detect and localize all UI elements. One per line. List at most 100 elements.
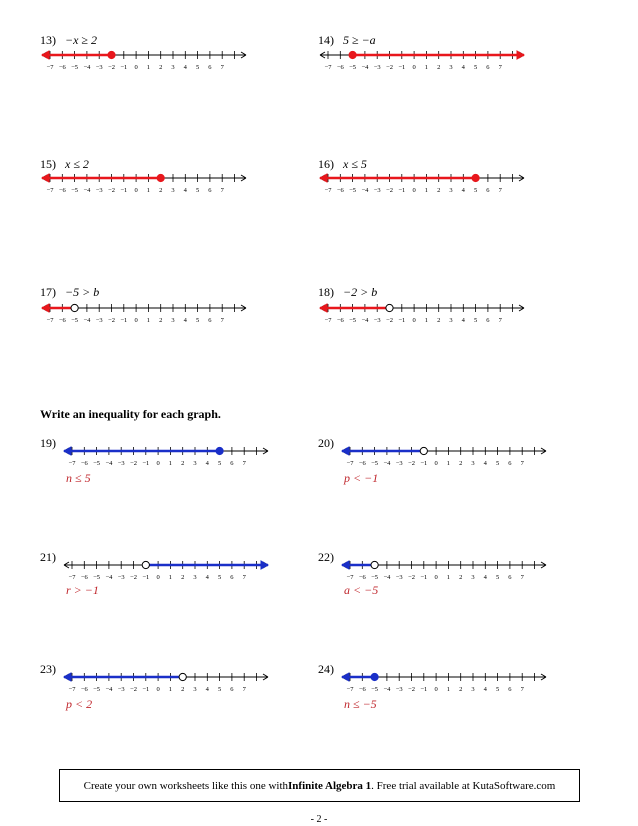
problem-15-expression: x ≤ 2 [65, 157, 89, 171]
tick-label: 4 [484, 460, 488, 467]
number-line-21: −7 −6 −5 −4 −3 −2 −1 0 1 2 3 4 5 6 7 [63, 560, 270, 581]
tick-label: 4 [184, 187, 188, 194]
tick-label: 2 [181, 460, 184, 467]
tick-label: −7 [347, 460, 355, 467]
solution-arrow [40, 303, 50, 313]
tick-label: 2 [459, 686, 462, 693]
tick-label: 3 [449, 187, 452, 194]
closed-endpoint [471, 173, 480, 183]
tick-label: 6 [486, 64, 490, 71]
tick-label: 4 [206, 686, 210, 693]
tick-label: 7 [243, 460, 247, 467]
tick-label: −4 [361, 187, 369, 194]
tick-label: −6 [359, 686, 367, 693]
tick-label: 2 [459, 460, 462, 467]
tick-label: −4 [105, 574, 113, 581]
tick-label: −3 [96, 187, 103, 194]
tick-label: 0 [434, 460, 437, 467]
tick-label: −2 [130, 574, 137, 581]
tick-label: 1 [169, 686, 172, 693]
tick-label: 5 [474, 317, 477, 324]
tick-label: −1 [398, 187, 405, 194]
tick-label: −5 [371, 574, 378, 581]
tick-label: −4 [83, 187, 91, 194]
number-line-18: −7 −6 −5 −4 −3 −2 −1 0 1 2 3 4 5 6 7 [318, 303, 525, 324]
tick-label: −1 [120, 64, 127, 71]
answer-23: p < 2 [66, 697, 93, 711]
tick-label: −6 [359, 574, 367, 581]
answer-20: p < −1 [344, 471, 379, 485]
tick-label: 5 [496, 686, 499, 693]
tick-label: 6 [508, 574, 512, 581]
axis-arrow-right [540, 447, 547, 455]
tick-label: 4 [184, 64, 188, 71]
tick-label: −6 [59, 64, 67, 71]
tick-label: −3 [118, 460, 125, 467]
number-line-14: −7 −6 −5 −4 −3 −2 −1 0 1 2 3 4 5 6 7 [319, 50, 526, 71]
closed-endpoint [370, 672, 379, 682]
tick-label: −1 [420, 686, 427, 693]
tick-label: 4 [184, 317, 188, 324]
tick-label: 0 [134, 317, 137, 324]
number-line-15: −7 −6 −5 −4 −3 −2 −1 0 1 2 3 4 5 6 7 [40, 173, 247, 194]
problem-24-label: 24) [318, 662, 334, 676]
problem-17-expression: −5 > b [65, 285, 100, 299]
solution-arrow [318, 303, 328, 313]
tick-label: 7 [521, 460, 525, 467]
tick-label: 1 [447, 460, 450, 467]
tick-label: −6 [59, 187, 67, 194]
tick-label: 1 [425, 317, 428, 324]
tick-label: −2 [408, 574, 415, 581]
number-line-16: −7 −6 −5 −4 −3 −2 −1 0 1 2 3 4 5 6 7 [318, 173, 525, 194]
tick-label: 1 [147, 187, 150, 194]
tick-label: −7 [325, 317, 333, 324]
solution-arrow [340, 672, 350, 682]
tick-label: 4 [484, 686, 488, 693]
tick-label: −3 [96, 317, 103, 324]
tick-label: 1 [447, 574, 450, 581]
tick-label: 2 [159, 317, 162, 324]
tick-label: 6 [230, 686, 234, 693]
number-line-23: −7 −6 −5 −4 −3 −2 −1 0 1 2 3 4 5 6 7 [62, 672, 269, 693]
problem-13-label: 13) [40, 33, 56, 47]
tick-label: −3 [118, 686, 125, 693]
answer-24: n ≤ −5 [344, 697, 377, 711]
tick-label: 0 [434, 686, 437, 693]
tick-label: −1 [120, 187, 127, 194]
tick-label: 1 [447, 686, 450, 693]
solution-arrow [340, 446, 350, 456]
tick-label: 5 [218, 460, 221, 467]
tick-label: 0 [156, 460, 159, 467]
tick-label: −3 [396, 686, 403, 693]
tick-label: 1 [147, 64, 150, 71]
tick-label: 5 [196, 317, 199, 324]
tick-label: −5 [349, 64, 356, 71]
number-line-17: −7 −6 −5 −4 −3 −2 −1 0 1 2 3 4 5 6 7 [40, 303, 247, 324]
solution-arrow [516, 50, 526, 60]
open-endpoint [385, 303, 394, 313]
number-line-20: −7 −6 −5 −4 −3 −2 −1 0 1 2 3 4 5 6 7 [340, 446, 547, 467]
closed-endpoint [107, 50, 116, 60]
page-number: - 2 - [310, 814, 328, 825]
tick-label: 0 [134, 187, 137, 194]
tick-label: −3 [374, 187, 381, 194]
tick-label: −3 [396, 460, 403, 467]
tick-label: 7 [521, 686, 525, 693]
tick-label: −5 [349, 317, 356, 324]
solution-arrow [40, 50, 50, 60]
tick-label: −1 [142, 574, 149, 581]
tick-label: 6 [230, 460, 234, 467]
tick-label: −6 [81, 574, 89, 581]
tick-label: −4 [383, 686, 391, 693]
solution-arrow [340, 560, 350, 570]
problem-19-label: 19) [40, 436, 56, 450]
tick-label: 1 [425, 187, 428, 194]
tick-label: 6 [208, 187, 212, 194]
tick-label: −5 [349, 187, 356, 194]
open-endpoint [419, 446, 428, 456]
tick-label: 2 [437, 64, 440, 71]
tick-label: 7 [243, 686, 247, 693]
tick-label: 6 [508, 460, 512, 467]
problem-14-expression: 5 ≥ −a [343, 33, 376, 47]
tick-label: 3 [471, 686, 474, 693]
